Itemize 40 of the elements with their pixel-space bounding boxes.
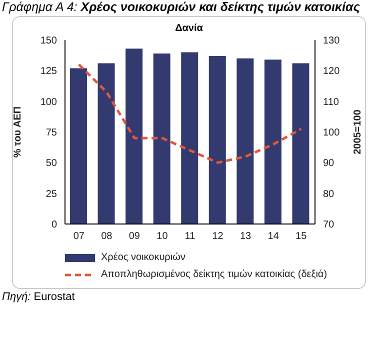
x-tick-label: 08 xyxy=(101,231,113,242)
bar xyxy=(181,52,198,224)
x-tick-label: 07 xyxy=(73,231,85,242)
bar xyxy=(292,63,310,224)
y-tick-label: 125 xyxy=(40,66,58,78)
x-tick-label: 15 xyxy=(296,231,308,242)
y-axis-title: % του ΑΕΠ xyxy=(12,106,24,158)
y2-tick-label: 80 xyxy=(323,188,335,200)
bar xyxy=(208,56,226,224)
y-tick-label: 50 xyxy=(46,158,58,170)
x-tick-label: 09 xyxy=(128,231,140,242)
x-tick-label: 12 xyxy=(212,231,224,242)
bar xyxy=(70,68,87,224)
x-tick-label: 13 xyxy=(240,231,252,242)
y-tick-label: 150 xyxy=(40,36,58,47)
legend-label: Αποπληθωρισμένος δείκτης τιμών κατοικίας (δεξιά) xyxy=(101,269,328,280)
x-tick-label: 11 xyxy=(184,231,196,242)
x-tick-label: 10 xyxy=(156,231,168,242)
y2-tick-label: 100 xyxy=(323,128,340,139)
y2-tick-label: 90 xyxy=(323,158,335,170)
y2-tick-label: 110 xyxy=(323,96,340,108)
bar xyxy=(153,53,170,224)
legend-label: Χρέος νοικοκυριών xyxy=(101,252,186,263)
y-tick-label: 0 xyxy=(51,220,58,231)
y-tick-label: 25 xyxy=(46,188,58,200)
y2-tick-label: 130 xyxy=(323,36,340,47)
line-series xyxy=(78,63,302,164)
y2-tick-label: 70 xyxy=(323,220,335,231)
chart-title: Γράφημα Α 4: Χρέος νοικοκυριών και δείκτης τιμών κατοικίας xyxy=(2,0,360,14)
y-tick-label: 100 xyxy=(40,96,58,108)
bar xyxy=(264,60,282,224)
bar xyxy=(126,48,143,224)
text: Πηγή: Eurostat xyxy=(2,291,76,303)
y2-tick-label: 120 xyxy=(323,66,340,78)
y-tick-label: 75 xyxy=(46,128,58,139)
x-tick-label: 14 xyxy=(268,231,280,242)
y2-axis-title: 2005=100 xyxy=(352,109,364,154)
bar xyxy=(98,63,115,224)
chart-subtitle: Δανία xyxy=(174,23,204,34)
bar xyxy=(236,58,254,224)
